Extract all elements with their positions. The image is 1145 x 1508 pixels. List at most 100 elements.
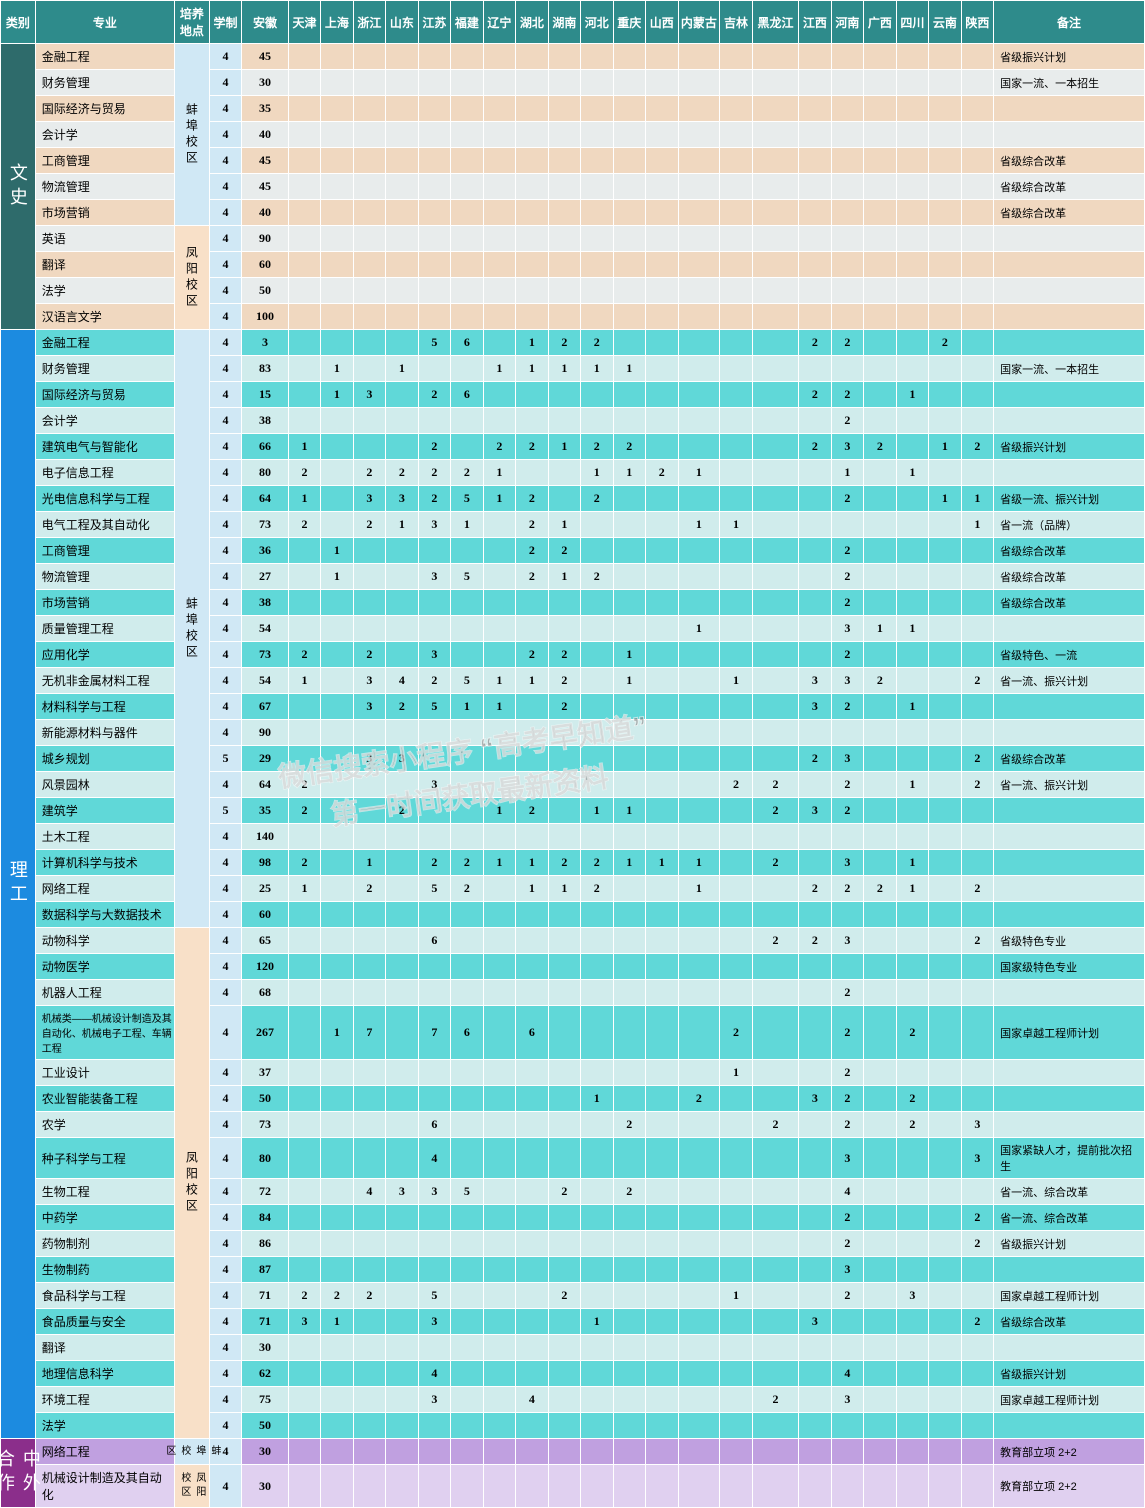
province-cell [929,122,961,148]
province-cell [418,278,450,304]
province-cell [386,122,418,148]
province-cell [929,1179,961,1205]
province-cell: 2 [581,876,613,902]
province-cell [720,1387,752,1413]
province-cell [864,590,896,616]
province-cell [321,824,353,850]
province-cell: 3 [386,746,418,772]
province-cell [516,590,548,616]
province-cell: 2 [353,1283,385,1309]
xuezhi-cell: 5 [209,798,241,824]
province-cell: 1 [613,668,645,694]
province-cell [752,1283,798,1309]
province-cell [483,200,515,226]
province-cell [581,1006,613,1060]
province-cell [483,772,515,798]
province-cell [896,1060,928,1086]
province-cell [720,824,752,850]
province-cell [321,226,353,252]
province-cell [516,148,548,174]
province-cell [451,980,483,1006]
province-cell [864,928,896,954]
province-cell [752,486,798,512]
province-cell: 65 [242,928,288,954]
xuezhi-cell: 4 [209,1060,241,1086]
province-cell [831,44,863,70]
province-cell [516,226,548,252]
province-cell [548,1387,580,1413]
province-cell: 2 [752,1387,798,1413]
province-cell [752,44,798,70]
province-cell [321,122,353,148]
province-cell [646,876,678,902]
remark-cell [994,902,1145,928]
province-cell [646,980,678,1006]
province-cell [896,642,928,668]
major-cell: 无机非金属材料工程 [35,668,174,694]
campus-cell: 蚌埠校区 [175,1439,210,1465]
province-cell [321,1179,353,1205]
province-cell [864,330,896,356]
province-cell [864,1231,896,1257]
province-cell [720,1205,752,1231]
province-cell [864,278,896,304]
province-cell [418,590,450,616]
province-cell: 1 [613,642,645,668]
province-cell [799,1257,831,1283]
province-cell [581,148,613,174]
province-cell: 54 [242,616,288,642]
remark-cell: 国家卓越工程师计划 [994,1283,1145,1309]
province-cell [720,746,752,772]
province-cell [288,1138,320,1179]
province-cell [581,44,613,70]
province-cell [483,1439,515,1465]
province-cell [752,382,798,408]
xuezhi-cell: 4 [209,70,241,96]
province-cell [581,616,613,642]
province-cell: 3 [896,1283,928,1309]
province-cell [752,148,798,174]
province-cell [613,1060,645,1086]
province-cell [418,1413,450,1439]
province-cell: 2 [799,434,831,460]
province-cell [516,1112,548,1138]
province-cell [581,1283,613,1309]
province-cell [418,1465,450,1508]
province-cell [896,1257,928,1283]
xuezhi-cell: 4 [209,1335,241,1361]
province-cell [451,1335,483,1361]
xuezhi-cell: 4 [209,44,241,70]
province-cell: 3 [799,798,831,824]
province-cell: 1 [548,876,580,902]
province-cell [831,304,863,330]
province-cell: 30 [242,1335,288,1361]
province-cell [646,1112,678,1138]
province-cell [613,1205,645,1231]
province-cell: 3 [831,850,863,876]
province-cell [451,772,483,798]
province-cell [864,1387,896,1413]
province-cell [961,1257,993,1283]
major-cell: 动物医学 [35,954,174,980]
province-cell: 2 [288,772,320,798]
province-cell: 36 [242,538,288,564]
major-cell: 数据科学与大数据技术 [35,902,174,928]
province-cell: 2 [288,512,320,538]
province-cell [418,954,450,980]
province-cell [483,122,515,148]
province-cell [752,1413,798,1439]
province-cell [961,330,993,356]
province-cell [896,590,928,616]
remark-cell [994,876,1145,902]
province-cell [483,1086,515,1112]
province-cell [483,564,515,590]
province-cell [929,1205,961,1231]
province-cell [752,538,798,564]
province-cell: 40 [242,122,288,148]
xuezhi-cell: 4 [209,694,241,720]
province-cell [720,304,752,330]
province-cell [516,980,548,1006]
province-cell [799,1335,831,1361]
province-cell [752,954,798,980]
province-cell [483,408,515,434]
